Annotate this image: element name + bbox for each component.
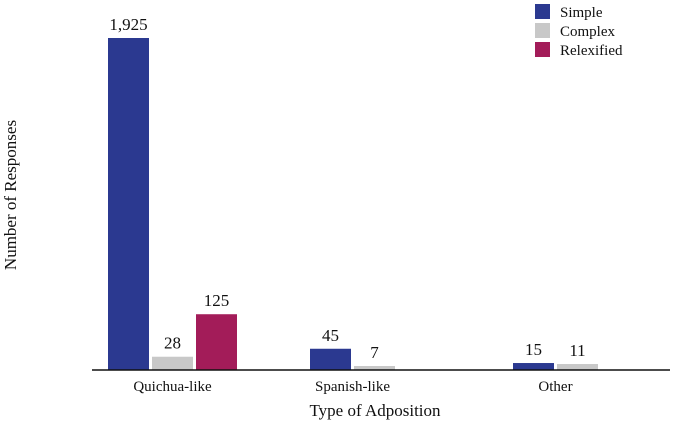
legend-label: Relexified [560,43,623,59]
data-label: 7 [370,343,379,362]
bar-complex-spanish-like [354,366,395,370]
bar-complex-quichua-like [152,356,193,370]
legend-swatch-simple [535,4,550,19]
legend: Simple Complex Relexified [535,4,623,59]
y-axis-title: Number of Responses [1,120,20,270]
data-label: 28 [164,334,181,353]
data-label: 11 [569,341,585,360]
bar-complex-other [557,364,598,370]
data-label: 1,925 [109,15,147,34]
data-label: 125 [204,291,230,310]
data-label: 15 [525,340,542,359]
x-tick-labels: Quichua-like Spanish-like Other [133,379,572,395]
legend-swatch-complex [535,23,550,38]
bar-simple-other [513,363,554,370]
legend-swatch-relexified [535,42,550,57]
value-labels-layer: 1,925 28 125 45 7 15 11 [109,15,585,362]
x-tick-label: Other [538,379,572,395]
data-label: 45 [322,326,339,345]
x-axis-title: Type of Adposition [309,401,441,420]
bars-layer [108,38,598,370]
x-tick-label: Quichua-like [133,379,212,395]
legend-label: Simple [560,5,603,21]
bar-simple-quichua-like [108,38,149,370]
x-tick-label: Spanish-like [315,379,390,395]
legend-label: Complex [560,24,615,40]
bar-relexified-quichua-like [196,314,237,370]
bar-simple-spanish-like [310,348,351,370]
